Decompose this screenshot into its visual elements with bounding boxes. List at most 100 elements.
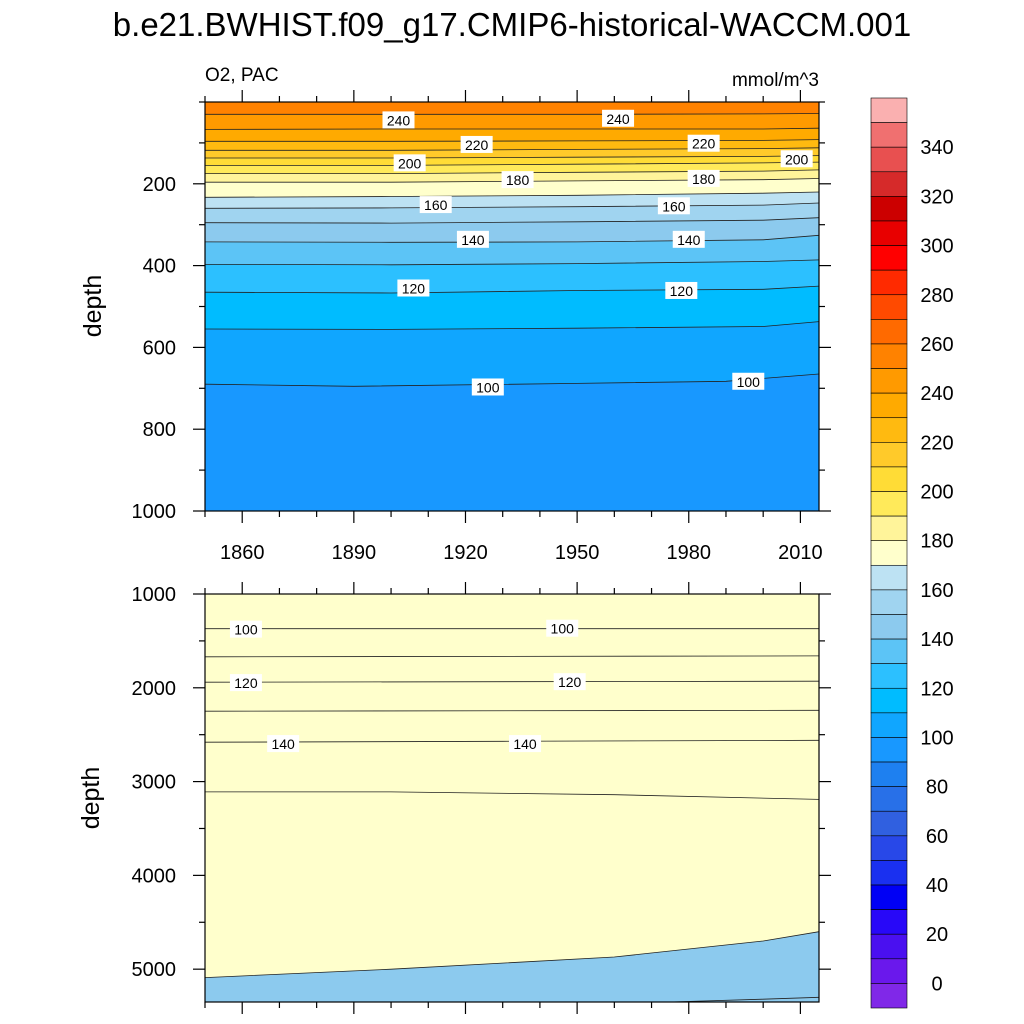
contour-label-bg — [397, 279, 430, 297]
upper-contour-line-120 — [205, 285, 819, 294]
contour-label-bg — [687, 169, 720, 187]
upper-contour-label-15: 100 — [732, 372, 765, 390]
upper-contour-label-6: 180 — [501, 171, 534, 189]
contour-label-text: 220 — [692, 136, 716, 152]
upper-contour-labels: 240 240 220 220 200 200 180 180 160 160 140 140 120 1… — [382, 109, 813, 396]
x-tick-label: 1890 — [332, 542, 377, 564]
colorbar-box-310 — [870, 196, 908, 222]
colorbar-label: 140 — [920, 629, 953, 651]
upper-y-tick-label: 800 — [143, 419, 176, 441]
upper-contour-line-130 — [205, 259, 819, 266]
upper-y-tick-label: 400 — [143, 256, 176, 278]
colorbar-box-20 — [870, 909, 908, 935]
colorbar-label: 300 — [920, 236, 953, 258]
upper-y-tick-label: 200 — [143, 174, 176, 196]
lower-contour-line-150 — [205, 931, 819, 978]
colorbar-box-0 — [870, 958, 908, 984]
colorbar-box-240 — [870, 368, 908, 394]
contour-label-text: 160 — [662, 198, 686, 214]
upper-contour-label-8: 160 — [419, 196, 452, 214]
upper-y-tick-label: 1000 — [132, 501, 177, 523]
upper-contour-line-140 — [205, 234, 819, 243]
colorbar-label: 200 — [920, 482, 953, 504]
colorbar-label: 160 — [920, 580, 953, 602]
lower-y-tick-label: 1000 — [132, 584, 177, 606]
upper-contour-line-220 — [205, 147, 819, 151]
colorbar-label: 220 — [920, 432, 953, 454]
contour-label-bg — [672, 230, 705, 248]
variable-label: O2, PAC — [205, 65, 279, 86]
upper-contour-label-2: 220 — [460, 135, 493, 153]
lower-contour-lines — [205, 628, 819, 1002]
upper-contour-line-110 — [205, 321, 819, 330]
contour-label-text: 140 — [513, 736, 537, 752]
colorbar-label: 340 — [920, 137, 953, 159]
colorbar-box-140 — [870, 614, 908, 640]
contour-label-bg — [393, 154, 426, 172]
contour-label-text: 140 — [461, 232, 485, 248]
upper-contour-label-10: 140 — [456, 230, 489, 248]
contour-label-text: 120 — [670, 283, 694, 299]
colorbar-box-260 — [870, 319, 908, 345]
contour-label-bg — [546, 619, 579, 637]
colorbar-box-180 — [870, 515, 908, 541]
colorbar-label: 80 — [926, 777, 948, 799]
lower-y-axis-label: depth — [77, 767, 105, 830]
upper-contour-line-230 — [205, 139, 819, 142]
colorbar-label: 260 — [920, 334, 953, 356]
lower-fill-override-0 — [205, 931, 819, 1002]
contour-label-text: 100 — [737, 374, 761, 390]
colorbar-box-300 — [870, 220, 908, 246]
contour-label-text: 160 — [424, 197, 448, 213]
contour-label-bg — [460, 135, 493, 153]
colorbar-labels: 0 20 40 60 80 100 120 140 160 180 200 220 240 260 280 3… — [920, 137, 953, 995]
colorbar-box--10 — [870, 983, 908, 1009]
colorbar-box-280 — [870, 269, 908, 296]
colorbar-box-210 — [870, 442, 908, 468]
upper-contour-line-170 — [205, 191, 819, 198]
contour-label-text: 180 — [692, 171, 716, 187]
contour-label-text: 180 — [506, 172, 530, 188]
colorbar-box-230 — [870, 392, 908, 419]
colorbar-box-60 — [870, 810, 908, 837]
x-tick-label: 1860 — [220, 542, 265, 564]
upper-contour-label-4: 200 — [393, 154, 426, 172]
contour-label-bg — [509, 735, 542, 753]
lower-y-tick-label: 3000 — [132, 772, 177, 794]
colorbar-box-80 — [870, 761, 908, 787]
lower-y-tick-label: 5000 — [132, 959, 177, 981]
upper-contour-label-7: 180 — [687, 169, 720, 187]
lower-contour-label-4: 140 — [267, 735, 300, 753]
upper-contour-label-0: 240 — [382, 111, 415, 129]
colorbar-label: 120 — [920, 678, 953, 700]
upper-contour-label-9: 160 — [657, 197, 690, 215]
lower-contour-line-130 — [205, 709, 819, 712]
contour-label-text: 200 — [785, 151, 809, 167]
colorbar-box-50 — [870, 835, 908, 861]
lower-contour-label-2: 120 — [229, 674, 262, 692]
colorbar-box-100 — [870, 712, 908, 738]
colorbar-box-70 — [870, 786, 908, 812]
contour-label-text: 140 — [271, 736, 295, 752]
contour-label-text: 240 — [606, 111, 630, 127]
x-tick-label: 1920 — [443, 542, 488, 564]
upper-contour-line-150 — [205, 217, 819, 224]
upper-contour-label-12: 120 — [397, 279, 430, 297]
colorbar-label: 20 — [926, 924, 948, 946]
contour-label-text: 100 — [476, 379, 500, 395]
lower-contour-label-0: 100 — [229, 620, 262, 638]
contour-label-bg — [456, 230, 489, 248]
lower-axis-ticks: 1000 2000 3000 4000 5000 — [132, 582, 831, 1014]
chart-title: b.e21.BWHIST.f09_g17.CMIP6-historical-WA… — [113, 6, 911, 43]
upper-contour-label-5: 200 — [780, 150, 813, 168]
lower-y-tick-label: 4000 — [132, 865, 177, 887]
upper-contour-label-11: 140 — [672, 230, 705, 248]
colorbar-box-150 — [870, 589, 908, 615]
contour-label-bg — [553, 673, 586, 691]
lower-fill-layers — [205, 594, 819, 1002]
lower-y-tick-label: 2000 — [132, 678, 177, 700]
colorbar-box-190 — [870, 491, 908, 517]
x-tick-label: 2010 — [778, 542, 823, 564]
